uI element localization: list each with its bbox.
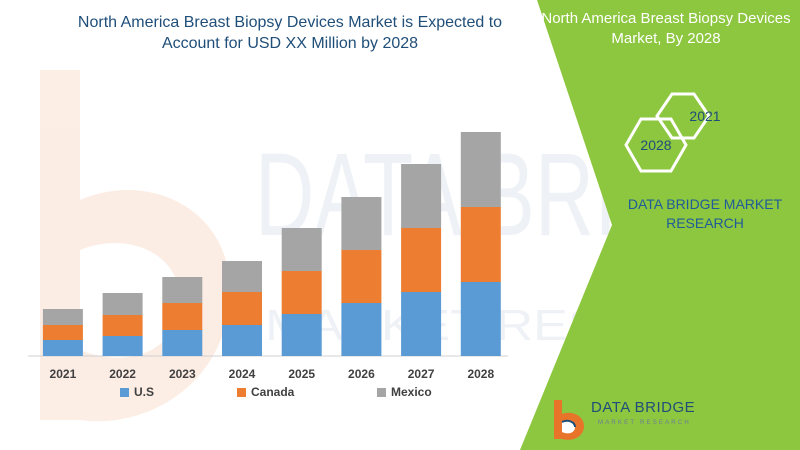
bar-u-s-2026 — [341, 303, 382, 356]
logo-name: DATA BRIDGE — [591, 399, 696, 416]
panel-brand-line-1: DATA BRIDGE MARKET — [627, 196, 783, 212]
x-tick-label-2023: 2023 — [169, 367, 196, 381]
x-tick-label-2028: 2028 — [467, 367, 494, 381]
bar-u-s-2028 — [460, 282, 501, 356]
bar-u-s-2021 — [42, 340, 83, 356]
chart-title-line-1: North America Breast Biopsy Devices Mark… — [77, 14, 503, 31]
bar-mexico-2026 — [341, 197, 382, 250]
legend-swatch-us — [120, 387, 129, 397]
x-tick-labels: 2021 2022 2023 2024 2025 2026 2027 2028 — [50, 367, 495, 381]
bar-canada-2024 — [222, 292, 262, 325]
bars-group — [42, 132, 501, 356]
bar-canada-2022 — [102, 315, 143, 336]
x-tick-label-2025: 2025 — [288, 367, 315, 381]
legend-label-mexico: Mexico — [391, 385, 432, 399]
panel-title-line-1: North America Breast Biopsy Devices — [541, 10, 791, 27]
legend-item-canada: Canada — [237, 384, 294, 400]
bar-u-s-2022 — [102, 336, 143, 356]
x-tick-label-2027: 2027 — [408, 367, 435, 381]
bar-u-s-2025 — [281, 314, 322, 356]
panel-brand-line-2: RESEARCH — [666, 215, 744, 231]
chart-title: North America Breast Biopsy Devices Mark… — [20, 12, 560, 54]
legend-label-us: U.S — [134, 385, 155, 399]
bar-u-s-2023 — [162, 330, 203, 356]
bar-mexico-2021 — [42, 309, 83, 325]
panel-title: North America Breast Biopsy Devices Mark… — [538, 9, 794, 49]
bar-mexico-2025 — [281, 228, 322, 271]
bar-mexico-2023 — [162, 277, 203, 303]
legend-item-us: U.S — [120, 384, 154, 400]
bar-mexico-2028 — [460, 132, 501, 207]
x-tick-label-2021: 2021 — [50, 367, 77, 381]
x-tick-label-2022: 2022 — [109, 367, 136, 381]
bar-mexico-2024 — [222, 261, 262, 292]
bar-canada-2023 — [162, 303, 203, 330]
logo-tagline: MARKET RESEARCH — [598, 420, 691, 426]
bar-mexico-2022 — [102, 293, 143, 315]
panel-brand-name: DATA BRIDGE MARKET RESEARCH — [612, 195, 798, 233]
bar-canada-2027 — [401, 228, 442, 292]
legend-label-canada: Canada — [251, 385, 295, 399]
bar-canada-2021 — [42, 325, 83, 340]
bar-canada-2025 — [281, 271, 322, 314]
panel-title-line-2: Market, By 2028 — [611, 30, 721, 47]
hexagon-label-2021: 2021 — [689, 108, 721, 124]
bar-mexico-2027 — [401, 164, 442, 228]
hexagon-label-2028: 2028 — [640, 137, 672, 153]
legend-swatch-mexico — [377, 387, 386, 397]
bar-canada-2028 — [460, 207, 501, 282]
x-tick-label-2026: 2026 — [348, 367, 375, 381]
bar-u-s-2024 — [222, 325, 262, 356]
x-tick-label-2024: 2024 — [229, 367, 256, 381]
bar-u-s-2027 — [401, 292, 442, 356]
data-bridge-logo-icon — [554, 400, 584, 440]
legend-swatch-canada — [237, 387, 246, 397]
legend-item-mexico: Mexico — [377, 384, 432, 400]
chart-title-line-2: Account for USD XX Million by 2028 — [161, 35, 419, 52]
bar-canada-2026 — [341, 250, 382, 303]
